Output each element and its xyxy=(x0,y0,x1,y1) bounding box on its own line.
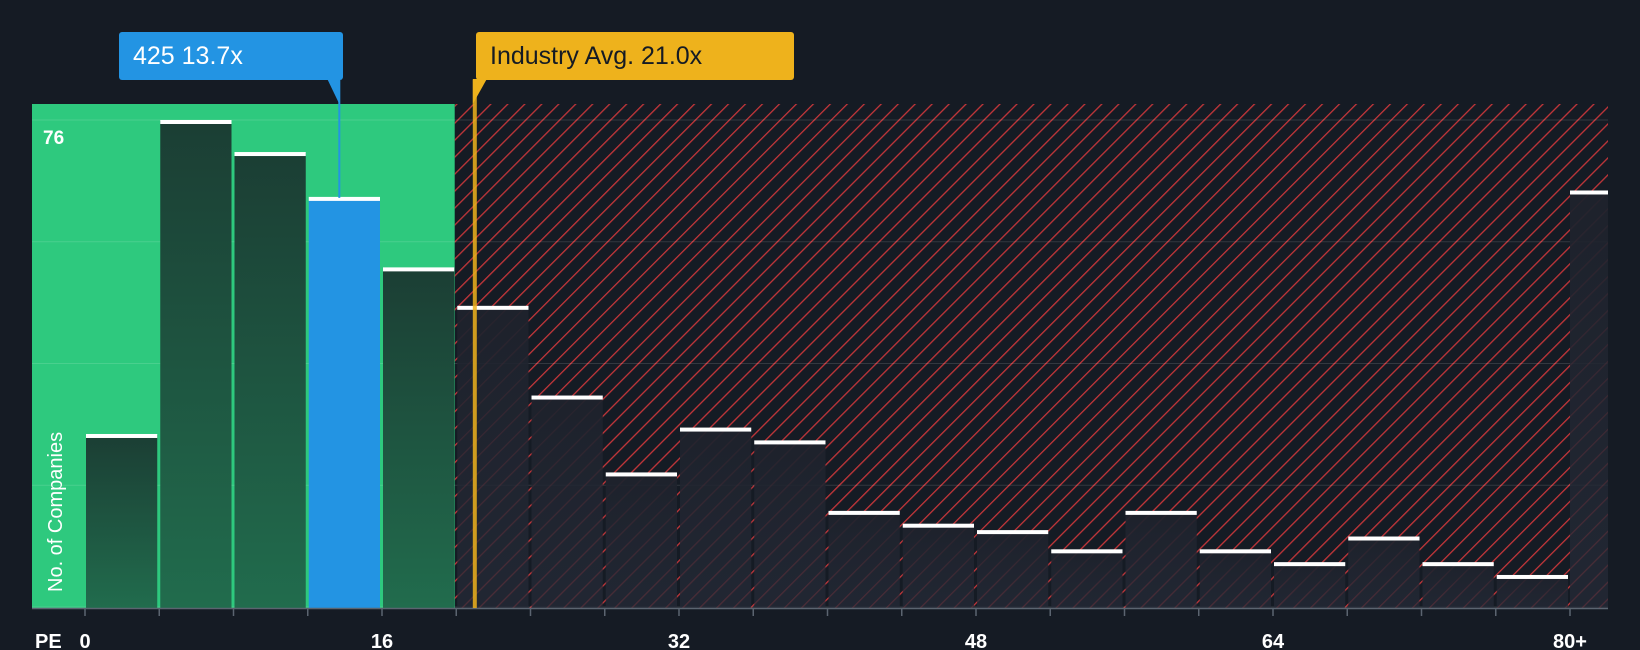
bar xyxy=(605,473,677,608)
y-axis-label: No. of Companies xyxy=(45,432,67,592)
bar xyxy=(531,396,603,608)
bar-cap xyxy=(1199,549,1271,554)
bar-cap xyxy=(754,440,826,445)
bar xyxy=(828,511,900,608)
y-max-label: 76 xyxy=(43,128,64,149)
bar xyxy=(1199,550,1271,608)
bar-cap xyxy=(308,196,380,201)
bar xyxy=(383,268,455,608)
bar-cap xyxy=(1348,536,1420,541)
industry-callout-pointer xyxy=(472,79,487,104)
bar xyxy=(1570,191,1608,608)
x-tick-label: 48 xyxy=(965,631,987,650)
bar xyxy=(86,434,158,608)
x-tick-label: 0 xyxy=(79,631,90,650)
bar xyxy=(680,428,752,608)
bar-cap xyxy=(1051,549,1123,554)
bar xyxy=(1496,575,1568,608)
bar-cap xyxy=(383,267,455,272)
bar-cap xyxy=(160,120,232,124)
bar-cap xyxy=(1496,574,1568,579)
bar-cap xyxy=(605,472,677,477)
company-callout-pointer xyxy=(327,79,340,104)
bar xyxy=(754,441,826,608)
bar-cap xyxy=(1125,510,1197,515)
bar-cap xyxy=(86,433,158,438)
bar-cap xyxy=(977,530,1049,535)
x-tick-label: 80+ xyxy=(1553,631,1587,650)
bar xyxy=(457,306,529,608)
bar-cap xyxy=(531,395,603,400)
bar xyxy=(1348,537,1420,608)
x-tick-label: 64 xyxy=(1262,631,1285,650)
bar xyxy=(1422,563,1494,608)
x-axis-label: PE xyxy=(35,631,62,650)
x-axis-ticks: 0 16 32 48 64 80+ xyxy=(79,608,1587,650)
bar-cap xyxy=(828,510,900,515)
bar-cap xyxy=(234,152,306,157)
bar xyxy=(160,121,232,608)
industry-avg-callout: Industry Avg. 21.0x xyxy=(476,32,794,80)
bar xyxy=(308,197,380,609)
bar-cap xyxy=(457,305,529,310)
bar-cap xyxy=(902,523,974,528)
x-tick-label: 16 xyxy=(371,631,393,650)
bar-cap xyxy=(1274,562,1346,567)
bar-cap xyxy=(1570,190,1608,195)
bar xyxy=(902,524,974,608)
x-tick-label: 32 xyxy=(668,631,690,650)
bar xyxy=(977,531,1049,608)
bar xyxy=(1051,550,1123,608)
industry-avg-marker xyxy=(472,80,477,608)
bar xyxy=(1125,511,1197,608)
bar xyxy=(1274,563,1346,608)
bars-group xyxy=(86,120,1608,609)
bar xyxy=(234,153,306,608)
bar-cap xyxy=(680,427,752,432)
bar-cap xyxy=(1422,562,1494,567)
company-pe-callout: 425 13.7x xyxy=(119,32,343,80)
